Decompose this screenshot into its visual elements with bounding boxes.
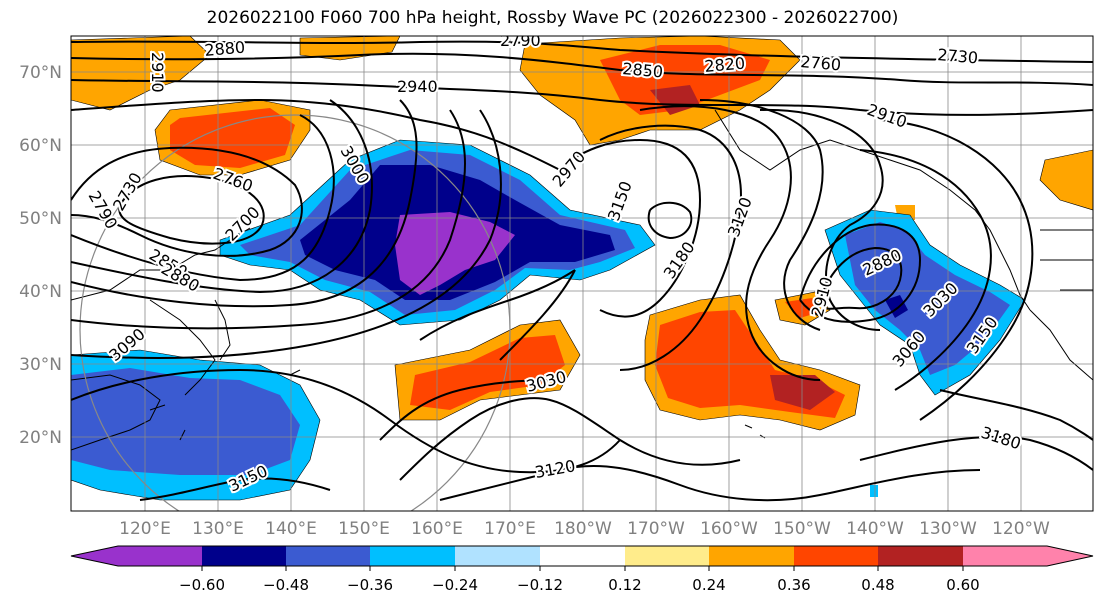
map-title: 2026022100 F060 700 hPa height, Rossby W… <box>206 8 899 28</box>
lat-label: 30°N <box>19 355 62 375</box>
colorbar-tick-label: 0.24 <box>692 576 725 594</box>
lon-label: 150°E <box>338 519 390 539</box>
colorbar-segment <box>794 546 879 566</box>
lon-label: 160°E <box>411 519 463 539</box>
colorbar-segment <box>370 546 456 566</box>
lon-label: 140°W <box>846 519 904 539</box>
lon-label: 120°W <box>992 519 1050 539</box>
lon-label: 170°W <box>627 519 685 539</box>
colorbar-tick-label: 0.48 <box>861 576 894 594</box>
colorbar-segment <box>878 546 964 566</box>
lon-label: 130°E <box>192 519 244 539</box>
lon-label: 180°W <box>554 519 612 539</box>
colorbar-segment <box>540 546 626 566</box>
colorbar-segment <box>625 546 710 566</box>
lat-label: 60°N <box>19 136 62 156</box>
colorbar-segment <box>286 546 371 566</box>
colorbar-segment <box>118 546 203 566</box>
longitude-labels: 120°E 130°E 140°E 150°E 160°E 170°E 180°… <box>119 519 1050 539</box>
colorbar-tick-label: 0.12 <box>608 576 641 594</box>
colorbar-segment <box>963 546 1048 566</box>
colorbar-high-extend <box>1047 546 1093 566</box>
contour-label: 2790 <box>500 31 541 50</box>
lon-label: 170°E <box>484 519 536 539</box>
colorbar-segment <box>202 546 287 566</box>
contour-label: 2820 <box>704 54 746 76</box>
colorbar-tick-label: −0.48 <box>263 576 309 594</box>
coastlines <box>71 109 1093 451</box>
colorbar: −0.60 −0.48 −0.36 −0.24 −0.12 0.12 0.24 … <box>70 545 1094 594</box>
colorbar-tick-label: 0.60 <box>946 576 979 594</box>
lat-label: 20°N <box>19 428 62 448</box>
lon-label: 150°W <box>773 519 831 539</box>
colorbar-segment <box>709 546 795 566</box>
contour-label: 2940 <box>397 77 438 96</box>
lat-label: 40°N <box>19 282 62 302</box>
latitude-labels: 70°N 60°N 50°N 40°N 30°N 20°N <box>19 63 62 448</box>
colorbar-tick-label: −0.12 <box>517 576 563 594</box>
lon-label: 140°E <box>265 519 317 539</box>
colorbar-segment <box>455 546 541 566</box>
contour-label: 2730 <box>937 45 979 67</box>
colorbar-tick-label: 0.36 <box>777 576 810 594</box>
contour-label: 2850 <box>622 59 664 81</box>
colorbar-tick-label: −0.36 <box>347 576 393 594</box>
lon-label: 120°E <box>119 519 171 539</box>
colorbar-tick-label: −0.60 <box>179 576 225 594</box>
lat-label: 50°N <box>19 209 62 229</box>
contour-label: 2760 <box>800 52 842 74</box>
contour-label: 2880 <box>204 38 246 60</box>
colorbar-tick-label: −0.24 <box>432 576 478 594</box>
colorbar-low-extend <box>71 546 118 566</box>
contour-label: 2910 <box>148 52 167 93</box>
lon-label: 130°W <box>919 519 977 539</box>
lat-label: 70°N <box>19 63 62 83</box>
lon-label: 160°W <box>700 519 758 539</box>
height-contours <box>71 40 1093 502</box>
